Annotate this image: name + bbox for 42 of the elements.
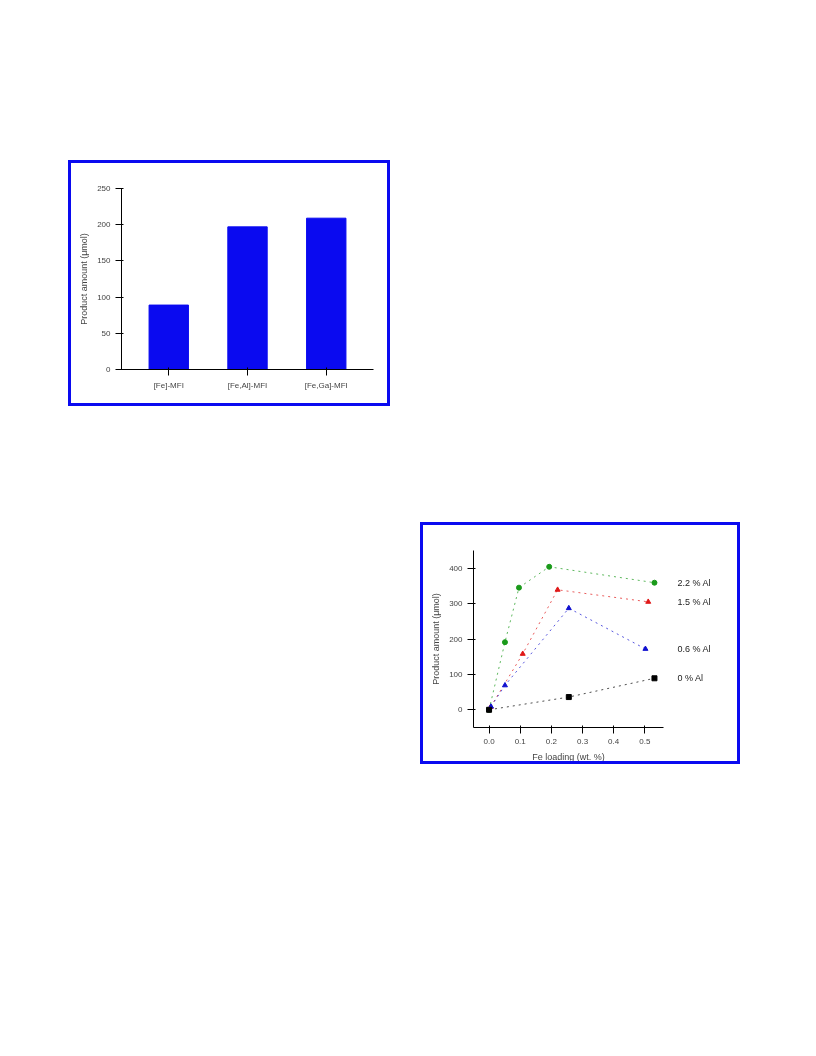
x-tick-label: 0.2 xyxy=(545,736,558,746)
text: 0.6 % Al xyxy=(677,643,711,654)
y-tick-label: 0 xyxy=(458,705,464,715)
y-tick-label: 300 xyxy=(449,599,464,609)
bar xyxy=(306,217,347,370)
text: 1.5 % Al xyxy=(677,596,711,607)
x-tick-label: 0.5 xyxy=(639,736,651,746)
bar xyxy=(227,226,268,370)
y-tick-label: 100 xyxy=(449,669,464,679)
point xyxy=(651,675,658,682)
x-tick-label: [Fe,Ga]-MFI xyxy=(304,380,348,390)
point xyxy=(519,650,526,656)
x-tick-label: 0.4 xyxy=(608,736,620,746)
bar xyxy=(148,304,189,370)
x-tick-label: 0.3 xyxy=(576,736,589,746)
point xyxy=(651,579,658,586)
x-tick-label: 0.0 xyxy=(483,736,496,746)
y-tick-label: 250 xyxy=(97,184,112,193)
x-tick-label: [Fe]-MFI xyxy=(153,380,184,390)
point xyxy=(565,694,572,701)
point xyxy=(515,584,522,591)
point xyxy=(501,681,508,688)
y-tick-label: 150 xyxy=(97,256,112,266)
x-tick-label: 0.1 xyxy=(514,736,527,746)
y-axis-title: Product amount (μmol) xyxy=(79,233,90,325)
point xyxy=(501,639,508,646)
point xyxy=(554,586,561,592)
y-tick-label: 100 xyxy=(97,292,112,302)
point xyxy=(565,604,572,611)
point xyxy=(642,645,649,651)
y-axis-title: Product amount (μmol) xyxy=(431,593,442,685)
y-tick-label: 0 xyxy=(106,365,112,374)
x-axis-title: Fe loading (wt. %) xyxy=(532,751,605,762)
y-tick-label: 200 xyxy=(449,634,464,644)
text: 0 % Al xyxy=(677,673,704,684)
point xyxy=(546,563,553,570)
text: 2.2 % Al xyxy=(677,577,711,588)
y-tick-label: 200 xyxy=(97,220,112,230)
y-tick-label: 400 xyxy=(449,563,464,573)
x-tick-label: [Fe,Al]-MFI xyxy=(227,380,268,390)
point xyxy=(645,598,652,604)
y-tick-label: 50 xyxy=(101,328,112,338)
